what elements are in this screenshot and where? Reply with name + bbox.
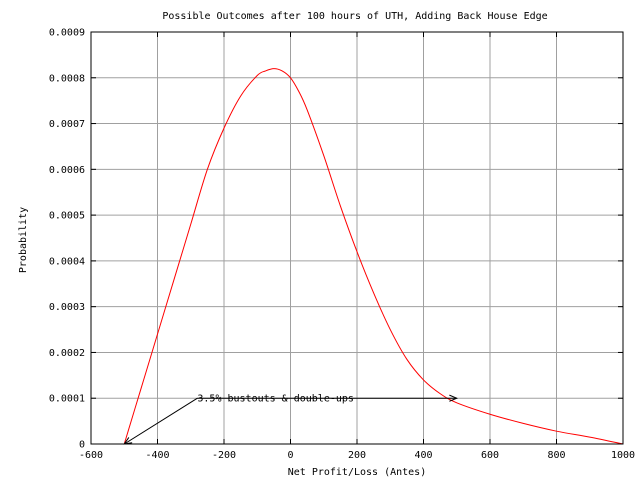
y-tick-label: 0.0009 <box>49 28 85 39</box>
x-tick-label: 1000 <box>611 450 635 461</box>
grid-lines <box>91 32 623 444</box>
plot-frame <box>90 31 624 445</box>
y-tick-label: 0.0004 <box>49 256 85 267</box>
y-tick-label: 0.0003 <box>49 302 85 313</box>
annotation-arrowhead-right <box>449 394 459 402</box>
series-layer <box>123 68 624 445</box>
y-tick-label: 0.0007 <box>49 119 85 130</box>
annotation-arrow-left <box>123 397 198 445</box>
x-tick-label: -600 <box>79 450 103 461</box>
y-tick-label: 0.0005 <box>49 211 85 222</box>
y-tick-label: 0.0008 <box>49 73 85 84</box>
chart-title: Possible Outcomes after 100 hours of UTH… <box>162 11 547 22</box>
y-tick-label: 0.0001 <box>49 394 85 405</box>
x-tick-label: 800 <box>547 450 565 461</box>
x-tick-label: -400 <box>145 450 169 461</box>
y-axis-label: Probability <box>18 207 29 273</box>
annotation-label: 3.5% bustouts & double-ups <box>197 394 354 405</box>
annotation-layer: 3.5% bustouts & double-ups <box>123 394 459 445</box>
x-tick-label: -200 <box>212 450 236 461</box>
x-axis-label: Net Profit/Loss (Antes) <box>288 467 426 478</box>
y-tick-label: 0.0006 <box>49 165 85 176</box>
tick-labels: -600 -400 -200 0 200 400 600 800 1000 0 0.0001 0.00… <box>49 28 635 462</box>
probability-curve <box>123 68 624 445</box>
y-tick-label: 0 <box>79 440 85 451</box>
x-tick-label: 400 <box>414 450 432 461</box>
x-tick-label: 600 <box>481 450 499 461</box>
x-tick-label: 200 <box>348 450 366 461</box>
y-tick-label: 0.0002 <box>49 348 85 359</box>
x-tick-label: 0 <box>287 450 293 461</box>
